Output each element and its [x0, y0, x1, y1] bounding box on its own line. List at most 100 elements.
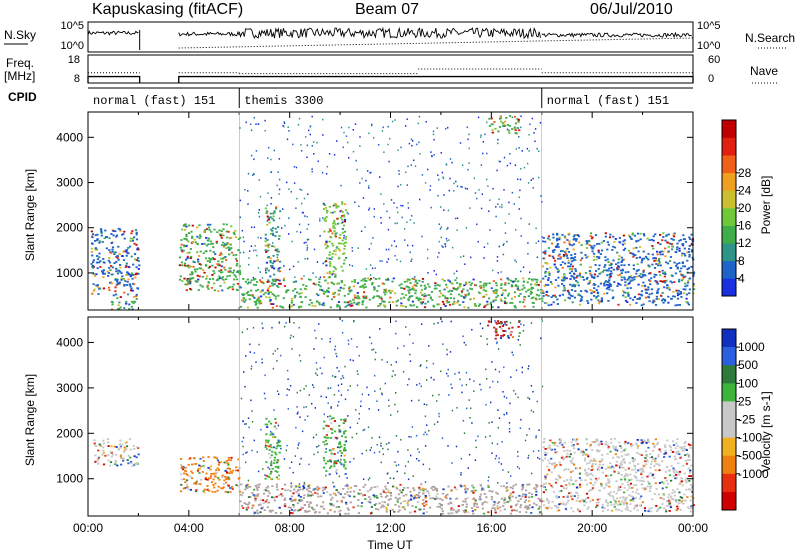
data-cell [241, 494, 244, 497]
data-cell [586, 496, 590, 499]
data-cell [585, 243, 588, 245]
data-cell [137, 453, 140, 456]
data-cell [291, 512, 294, 515]
data-cell [610, 270, 613, 273]
data-cell [562, 458, 565, 461]
data-cell [586, 442, 589, 445]
data-cell [514, 280, 517, 283]
data-cell [606, 241, 609, 244]
data-cell [265, 269, 267, 272]
data-cell [447, 290, 450, 293]
data-cell [271, 262, 274, 265]
data-cell [410, 498, 413, 501]
data-cell [278, 217, 281, 220]
data-cell [627, 277, 630, 280]
data-cell [322, 134, 324, 136]
data-cell [388, 442, 390, 444]
data-cell [274, 278, 277, 281]
data-cell [684, 285, 687, 288]
data-cell [658, 270, 661, 273]
data-cell [544, 457, 547, 460]
data-cell [116, 278, 119, 281]
data-cell [125, 249, 129, 251]
data-cell [231, 285, 234, 288]
data-cell [545, 452, 548, 455]
data-cell [595, 501, 598, 504]
data-cell [607, 286, 610, 289]
data-cell [617, 261, 620, 264]
data-cell [592, 252, 596, 255]
data-cell [398, 505, 401, 508]
data-cell [567, 499, 570, 502]
data-cell [477, 305, 481, 307]
data-cell [674, 477, 677, 480]
data-cell [598, 300, 601, 303]
data-cell [519, 427, 522, 429]
data-cell [605, 499, 608, 502]
data-cell [499, 160, 501, 163]
data-cell [526, 508, 529, 510]
data-cell [640, 294, 644, 297]
data-cell [368, 496, 371, 498]
data-cell [201, 471, 204, 473]
data-cell [402, 500, 405, 503]
data-cell [261, 358, 263, 361]
data-cell [447, 485, 450, 488]
data-cell [343, 459, 346, 461]
data-cell [526, 505, 530, 508]
data-cell [615, 263, 618, 266]
data-cell [207, 281, 210, 284]
data-cell [244, 280, 247, 283]
data-cell [567, 251, 570, 253]
data-cell [267, 287, 270, 290]
data-cell [559, 464, 562, 466]
data-cell [397, 493, 401, 496]
data-cell [298, 292, 301, 295]
data-cell [615, 480, 618, 483]
data-cell [333, 250, 336, 252]
data-cell [637, 469, 640, 472]
data-cell [225, 230, 228, 233]
data-cell [317, 495, 320, 498]
power-colorbar-label: Power [dB] [759, 176, 773, 235]
data-cell [188, 251, 191, 254]
data-cell [273, 283, 276, 286]
data-cell [636, 509, 639, 512]
data-cell [465, 227, 468, 229]
data-cell [210, 287, 213, 289]
data-cell [513, 305, 516, 307]
data-cell [472, 512, 475, 515]
data-cell [197, 260, 200, 263]
data-cell [267, 291, 270, 294]
data-cell [519, 301, 522, 303]
data-cell [678, 470, 681, 473]
data-cell [127, 454, 130, 457]
data-cell [333, 420, 336, 422]
data-cell [312, 282, 315, 285]
data-cell [339, 237, 342, 240]
data-cell [626, 287, 629, 290]
data-cell [486, 303, 489, 306]
data-cell [502, 391, 504, 393]
data-cell [112, 230, 115, 232]
data-cell [655, 263, 658, 265]
data-cell [277, 267, 280, 270]
data-cell [266, 211, 269, 214]
data-cell [561, 233, 564, 236]
data-cell [318, 323, 320, 325]
data-cell [574, 259, 577, 261]
data-cell [627, 453, 630, 456]
data-cell [546, 465, 549, 468]
data-cell [111, 248, 114, 251]
data-cell [504, 222, 506, 224]
data-cell [344, 218, 347, 221]
data-cell [182, 487, 185, 490]
data-cell [625, 503, 628, 506]
data-cell [453, 302, 456, 305]
data-cell [688, 254, 691, 256]
data-cell [408, 296, 411, 299]
data-cell [447, 503, 450, 505]
data-cell [231, 251, 234, 254]
data-cell [290, 482, 292, 485]
